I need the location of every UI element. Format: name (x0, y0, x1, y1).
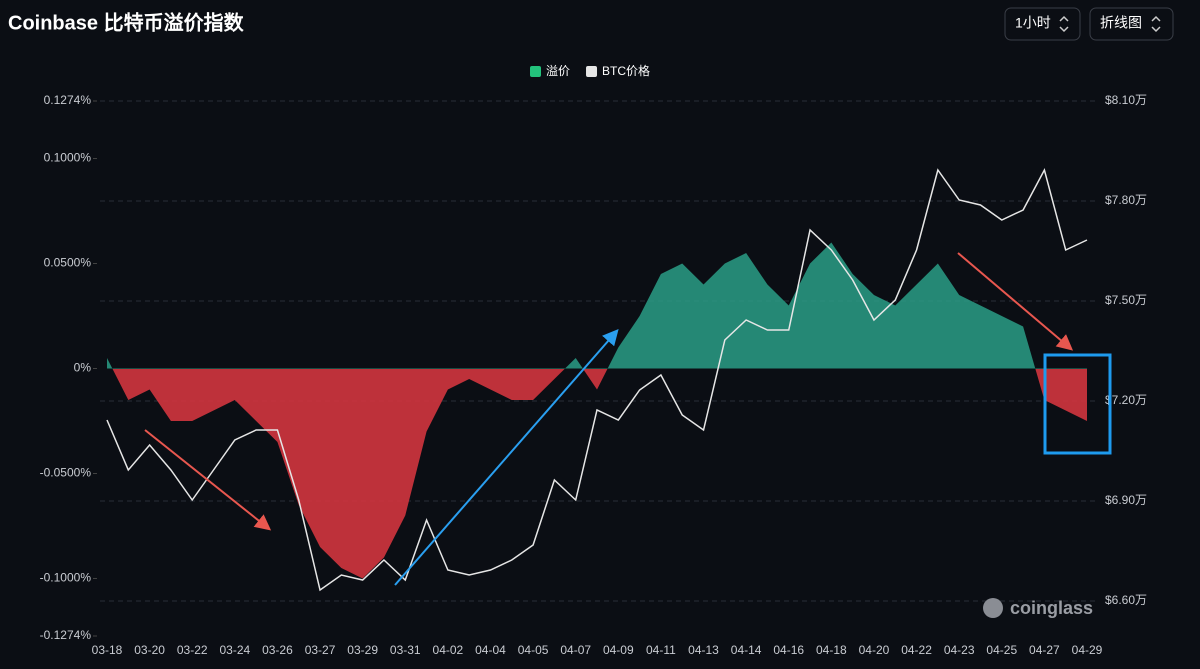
style-button[interactable]: 折线图 (1089, 7, 1174, 41)
y2-tick-label: $7.20万 (1105, 393, 1147, 407)
watermark-text: coinglass (1010, 598, 1093, 618)
x-tick-label: 04-02 (433, 643, 464, 657)
y2-tick-label: $6.60万 (1105, 593, 1147, 607)
x-tick-label: 03-18 (92, 643, 123, 657)
x-tick-label: 04-22 (901, 643, 932, 657)
x-tick-label: 04-25 (986, 643, 1017, 657)
y-tick-label: 0.1274% (44, 93, 92, 107)
premium-area-negative (112, 369, 1087, 579)
x-tick-label: 04-11 (646, 643, 676, 657)
x-tick-label: 03-31 (390, 643, 421, 657)
y-tick-label: 0.1000% (44, 151, 92, 165)
interval-label: 1小时 (1015, 15, 1051, 31)
y-tick-label: 0.0500% (44, 256, 92, 270)
legend-label: 溢价 (546, 64, 570, 78)
y2-tick-label: $7.80万 (1105, 193, 1147, 207)
price-line (106, 167, 1088, 592)
x-tick-label: 04-18 (816, 643, 847, 657)
x-tick-label: 04-29 (1072, 643, 1103, 657)
x-tick-label: 04-27 (1029, 643, 1060, 657)
x-tick-label: 04-04 (475, 643, 506, 657)
x-tick-label: 04-20 (859, 643, 890, 657)
x-tick-label: 03-27 (305, 643, 336, 657)
y2-tick-label: $7.50万 (1105, 293, 1147, 307)
page-title: Coinbase 比特币溢价指数 (8, 10, 245, 34)
annotations (144, 252, 1112, 586)
legend-swatch (586, 66, 598, 77)
watermark: coinglass (983, 598, 1093, 618)
y-tick-label: -0.1000% (40, 571, 92, 585)
x-tick-label: 04-13 (688, 643, 719, 657)
x-tick-label: 04-16 (773, 643, 804, 657)
y-tick-label: -0.0500% (40, 466, 92, 480)
style-label: 折线图 (1100, 15, 1142, 31)
x-tick-label: 03-22 (177, 643, 208, 657)
x-tick-label: 04-14 (731, 643, 762, 657)
y2-tick-label: $8.10万 (1105, 93, 1147, 107)
x-tick-label: 03-20 (134, 643, 165, 657)
x-tick-label: 04-05 (518, 643, 549, 657)
legend-swatch (530, 66, 541, 77)
y-tick-label: 0% (74, 361, 92, 375)
y-tick-label: -0.1274% (40, 628, 92, 642)
x-tick-label: 03-29 (347, 643, 378, 657)
x-tick-label: 04-07 (560, 643, 591, 657)
x-tick-label: 03-24 (219, 643, 250, 657)
x-tick-label: 04-09 (603, 643, 634, 657)
x-tick-label: 03-26 (262, 643, 293, 657)
y2-tick-label: $6.90万 (1105, 493, 1147, 507)
interval-button[interactable]: 1小时 (1004, 7, 1081, 41)
legend-label: BTC价格 (602, 63, 650, 78)
premium-area-positive (107, 242, 1087, 369)
x-tick-label: 04-23 (944, 643, 975, 657)
